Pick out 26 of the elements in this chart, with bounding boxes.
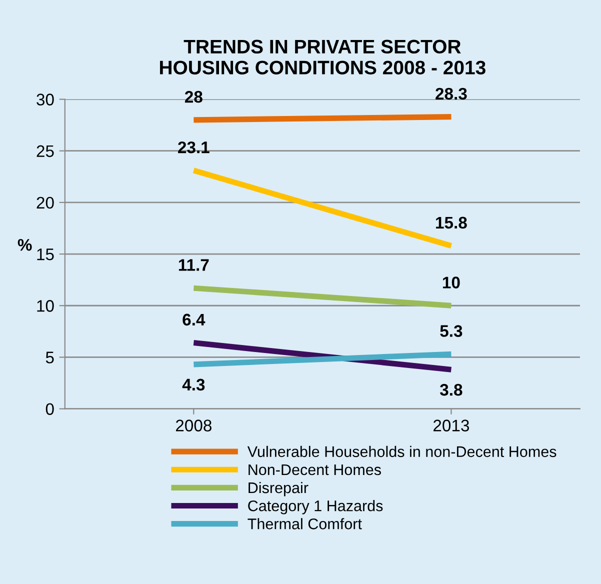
y-tick-label: 0 [46, 403, 54, 416]
data-label: 6.4 [182, 314, 206, 326]
x-tick-label: 2013 [434, 420, 470, 432]
data-label: 23.1 [178, 141, 210, 154]
data-label: 4.3 [182, 378, 205, 391]
data-label: 11.7 [178, 259, 209, 271]
y-tick-label: 25 [36, 145, 54, 158]
data-label: 3.8 [440, 384, 462, 396]
data-label: 28 [184, 90, 202, 103]
data-label: 5.3 [440, 325, 462, 337]
y-tick-label: 20 [36, 196, 54, 209]
y-tick-label: 10 [37, 300, 54, 312]
legend-label: Thermal Comfort [248, 518, 362, 530]
y-axis-title: % [18, 238, 32, 251]
chart-title: TRENDS IN PRIVATE SECTOR HOUSING CONDITIONS 2008 - 2013 [160, 40, 486, 74]
data-label: 28.3 [436, 88, 467, 100]
legend-label: Non-Decent Homes [248, 464, 381, 476]
data-label: 15.8 [436, 216, 467, 229]
y-tick-label: 30 [36, 94, 54, 106]
legend-label: Category 1 Hazards [248, 500, 383, 514]
y-tick-label: 5 [46, 352, 54, 364]
x-tick-label: 2008 [176, 420, 212, 432]
y-tick-label: 15 [37, 248, 54, 260]
legend-label: Vulnerable Households in non-Decent Homes [247, 446, 556, 458]
data-label: 10 [442, 276, 460, 288]
legend-label: Disrepair [248, 482, 308, 496]
